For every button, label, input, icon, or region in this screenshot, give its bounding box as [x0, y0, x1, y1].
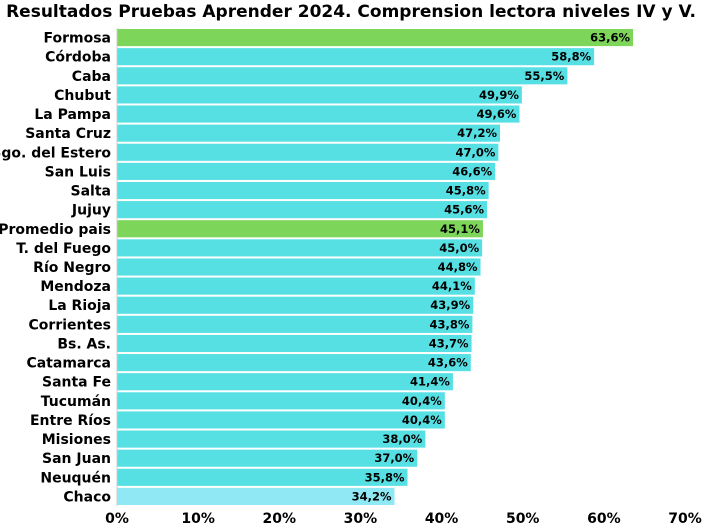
bar — [117, 48, 595, 66]
value-label: 43,8% — [429, 317, 469, 331]
bar — [117, 258, 481, 276]
value-label: 43,9% — [430, 298, 470, 312]
bar — [117, 162, 496, 180]
bar — [117, 124, 500, 142]
category-label: Formosa — [43, 31, 111, 47]
category-label: Neuquén — [40, 470, 111, 486]
bar — [117, 315, 473, 333]
value-label: 45,8% — [446, 184, 486, 198]
bar — [117, 392, 445, 410]
value-label: 34,2% — [352, 489, 392, 503]
value-label: 55,5% — [524, 69, 564, 83]
category-label: Tucumán — [41, 394, 111, 410]
value-label: 35,8% — [365, 470, 405, 484]
category-label: Entre Ríos — [30, 413, 111, 429]
category-label: T. del Fuego — [16, 241, 111, 257]
bar — [117, 449, 418, 467]
bar — [117, 411, 445, 429]
bar — [117, 468, 408, 486]
bar — [117, 354, 471, 372]
value-label: 45,0% — [439, 241, 479, 255]
value-label: 40,4% — [402, 413, 442, 427]
value-label: 49,9% — [479, 88, 519, 102]
category-label: San Juan — [42, 451, 111, 467]
value-label: 44,1% — [432, 279, 472, 293]
category-label: Bs. As. — [57, 336, 111, 352]
bar — [117, 430, 426, 448]
value-label: 37,0% — [374, 451, 414, 465]
value-label: 47,0% — [455, 145, 495, 159]
category-label: Corrientes — [29, 317, 111, 333]
bar — [117, 29, 634, 47]
x-tick-label: 10% — [181, 511, 215, 527]
bar — [117, 220, 483, 238]
bar — [117, 181, 489, 200]
category-label: San Luis — [45, 164, 111, 180]
category-label: Mendoza — [40, 279, 111, 295]
category-label: Salta — [71, 184, 111, 200]
category-label: Promedio pais — [0, 222, 111, 238]
category-label: Córdoba — [45, 50, 111, 66]
value-label: 63,6% — [590, 31, 630, 45]
bar — [117, 277, 475, 295]
bar — [117, 86, 522, 104]
value-label: 38,0% — [382, 432, 422, 446]
category-label: La Pampa — [34, 107, 111, 123]
category-label: Chaco — [63, 489, 111, 505]
value-label: 44,8% — [438, 260, 478, 274]
chart-title: Resultados Pruebas Aprender 2024. Compre… — [6, 2, 696, 22]
x-tick-label: 70% — [668, 511, 702, 527]
bar — [117, 373, 453, 391]
bar — [117, 105, 520, 123]
value-label: 58,8% — [551, 50, 591, 64]
value-label: 43,7% — [429, 336, 469, 350]
category-label: Chubut — [54, 88, 111, 104]
value-label: 49,6% — [477, 107, 517, 121]
value-label: 46,6% — [452, 164, 492, 178]
x-tick-label: 30% — [344, 511, 378, 527]
category-label: Caba — [72, 69, 111, 85]
x-tick-label: 0% — [105, 511, 129, 527]
category-label: Santa Cruz — [25, 126, 111, 142]
x-tick-label: 40% — [425, 511, 459, 527]
category-label: Santa Fe — [42, 375, 111, 391]
bar — [117, 296, 474, 314]
value-label: 43,6% — [428, 356, 468, 370]
bar — [117, 67, 568, 85]
x-tick-label: 50% — [506, 511, 540, 527]
bar — [117, 201, 488, 219]
category-label: Sgo. del Estero — [0, 145, 111, 161]
value-label: 45,1% — [440, 222, 480, 236]
value-label: 47,2% — [457, 126, 497, 140]
bar — [117, 487, 395, 505]
x-tick-label: 20% — [263, 511, 297, 527]
category-label: Catamarca — [26, 356, 111, 372]
x-tick-label: 60% — [587, 511, 621, 527]
category-label: Jujuy — [71, 203, 111, 219]
category-label: Misiones — [42, 432, 111, 448]
category-label: La Rioja — [48, 298, 111, 314]
bar — [117, 143, 499, 161]
bar — [117, 239, 483, 257]
value-label: 41,4% — [410, 375, 450, 389]
value-label: 45,6% — [444, 203, 484, 217]
bar — [117, 334, 472, 353]
value-label: 40,4% — [402, 394, 442, 408]
category-label: Río Negro — [33, 260, 111, 276]
